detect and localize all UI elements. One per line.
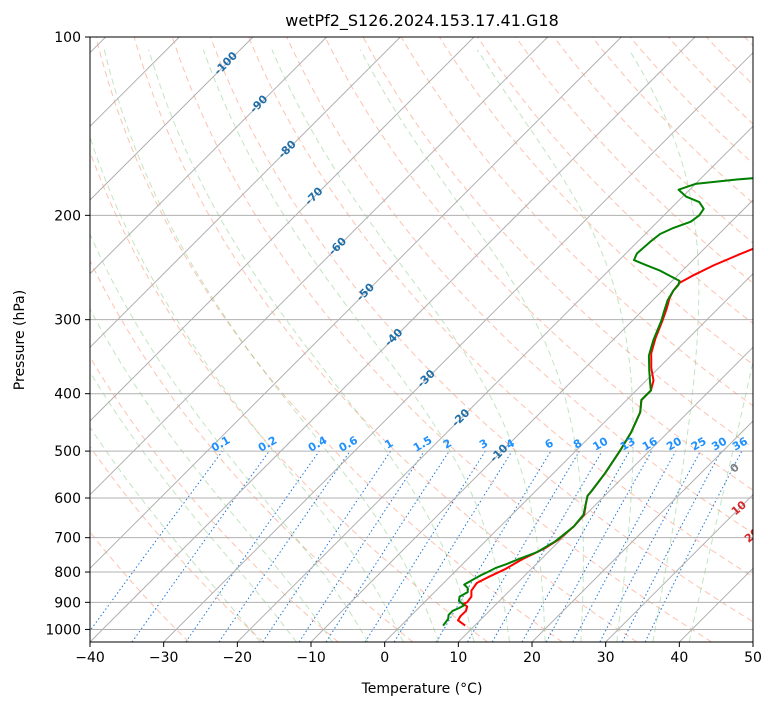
x-tick-label: 20 <box>523 650 541 666</box>
isotherm-line <box>236 125 753 642</box>
y-tick-label: 900 <box>54 595 81 611</box>
moist-adiabat-label: 20 <box>742 525 762 545</box>
mixing-ratio-line <box>90 450 223 632</box>
dry-adiabat <box>400 37 753 407</box>
x-axis-label: Temperature (°C) <box>361 681 483 697</box>
grid-lines <box>90 37 753 642</box>
x-tick-label: 30 <box>597 650 615 666</box>
y-tick-label: 100 <box>54 30 81 46</box>
mixing-ratio-line <box>545 450 653 642</box>
isotherm-line <box>90 37 401 349</box>
mixing-ratio-line <box>185 450 320 642</box>
x-tick-label: 0 <box>380 650 389 666</box>
mixing-ratio-line <box>131 450 270 642</box>
y-tick-label: 1000 <box>45 622 81 638</box>
isotherm-line <box>90 37 622 570</box>
y-tick-label: 800 <box>54 565 81 581</box>
dry-adiabat <box>90 259 414 642</box>
mixing-ratio-line <box>298 450 425 642</box>
mixing-ratio-line <box>644 450 743 642</box>
dry-adiabat <box>477 37 753 325</box>
moist-adiabat <box>90 308 333 642</box>
moist-adiabat <box>90 135 404 642</box>
mixing-ratio-line <box>262 450 392 642</box>
isotherm-line <box>605 493 753 642</box>
mixing-ratio-line <box>393 450 513 642</box>
dry-adiabat <box>591 37 753 204</box>
dewpoint-line <box>442 177 753 627</box>
moist-adiabat <box>628 49 700 642</box>
x-tick-label: −30 <box>149 650 179 666</box>
x-tick-label: −20 <box>223 650 253 666</box>
isotherm-line <box>457 346 753 642</box>
y-tick-label: 600 <box>54 491 81 507</box>
dry-adiabat <box>171 37 712 642</box>
moist-adiabat <box>476 49 634 642</box>
moist-adiabats <box>90 49 753 642</box>
temperature-line <box>457 247 753 627</box>
isotherm-line <box>90 37 549 496</box>
moist-adiabat <box>688 358 753 642</box>
dry-adiabat <box>95 37 563 642</box>
dry-adiabat <box>629 37 753 165</box>
mixing-ratio-line <box>218 450 351 642</box>
y-axis-ticks: 1000 900 800 700 600 500 400 300 200 100 <box>45 30 90 638</box>
dry-adiabat <box>248 37 753 578</box>
x-tick-label: 50 <box>744 650 762 666</box>
x-axis-ticks: −40 −30 −20 −10 0 10 20 30 40 50 <box>75 642 762 666</box>
dry-adiabat <box>515 37 753 284</box>
moist-adiabat <box>271 49 546 642</box>
isotherm-line <box>90 37 254 201</box>
dry-adiabat <box>133 37 638 642</box>
x-tick-label: 10 <box>449 650 467 666</box>
y-tick-label: 400 <box>54 387 81 403</box>
isotherm-line <box>531 420 753 642</box>
dry-adiabat <box>324 37 753 491</box>
mixing-ratio-line <box>325 450 450 642</box>
x-tick-label: −10 <box>296 650 326 666</box>
y-axis-label: Pressure (hPa) <box>12 290 28 390</box>
plot-frame <box>89 36 754 643</box>
chart-title: wetPf2_S126.2024.153.17.41.G18 <box>285 11 559 31</box>
y-tick-label: 200 <box>54 208 81 224</box>
isotherm-line <box>90 37 696 642</box>
x-tick-label: −40 <box>75 650 105 666</box>
y-tick-label: 700 <box>54 531 81 547</box>
mixing-ratio-line <box>572 450 677 642</box>
x-tick-label: 40 <box>670 650 688 666</box>
moist-adiabat-label: 30 <box>751 557 771 577</box>
profile-lines <box>442 177 753 627</box>
moist-adiabat <box>359 49 584 642</box>
mixing-ratio-line <box>521 450 630 642</box>
moist-adiabat <box>90 370 297 642</box>
plot-area: 0.1 0.2 0.4 0.6 1 1.5 2 3 4 6 8 10 13 16 20 25 30 36-100-… <box>90 37 771 642</box>
isotherm-line <box>163 51 753 642</box>
isotherm-line <box>90 37 328 275</box>
moist-adiabat <box>90 232 369 642</box>
dry-adiabat <box>210 37 753 623</box>
y-tick-label: 500 <box>54 444 81 460</box>
isotherm-line <box>90 37 475 422</box>
isotherm-line <box>310 199 753 642</box>
moist-adiabat <box>148 49 475 642</box>
isotherm-line <box>384 272 753 642</box>
moist-adiabat <box>202 49 511 642</box>
mixing-ratio-lines <box>90 450 743 642</box>
y-tick-label: 300 <box>54 313 81 329</box>
dry-adiabat <box>90 445 264 642</box>
moist-adiabat <box>90 426 261 642</box>
